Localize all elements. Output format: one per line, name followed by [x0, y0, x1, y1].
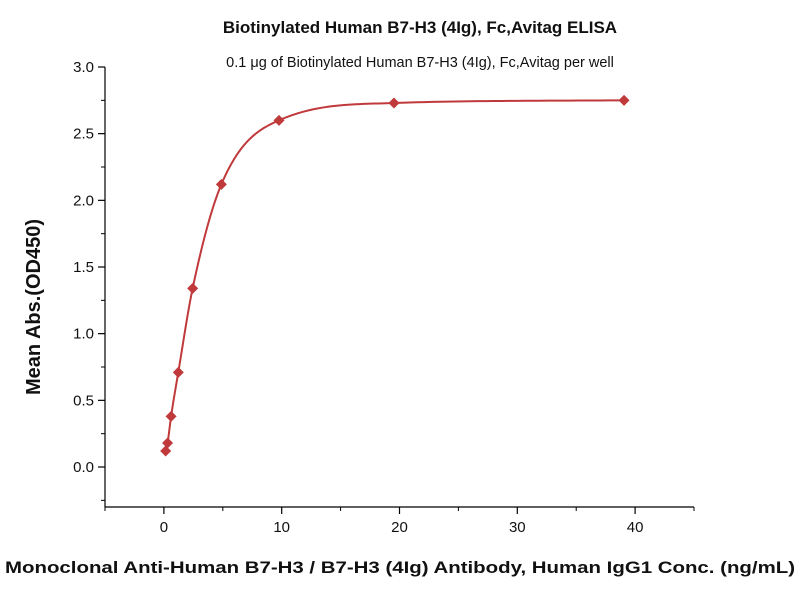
data-point	[160, 445, 172, 457]
y-tick-label: 2.5	[73, 126, 94, 143]
chart-title: Biotinylated Human B7-H3 (4Ig), Fc,Avita…	[223, 18, 617, 37]
data-point	[618, 94, 630, 106]
y-tick-label: 3.0	[73, 59, 94, 76]
x-tick-label: 0	[160, 519, 168, 536]
ticks: 0.0 0.5 1.0 1.5 2.0 2.5 3.0 0 10 20 30 40	[73, 59, 695, 536]
data-point	[187, 282, 199, 294]
x-tick-label: 10	[273, 519, 290, 536]
fit-curve-group	[164, 99, 625, 452]
fit-curve	[164, 99, 625, 452]
data-point	[273, 114, 285, 126]
y-axis-label: Mean Abs.(OD450)	[23, 219, 45, 395]
y-tick-label: 2.0	[73, 192, 94, 209]
data-point	[388, 97, 400, 109]
x-tick-label: 40	[627, 519, 644, 536]
data-point	[162, 437, 174, 449]
data-point	[172, 366, 184, 378]
data-points	[160, 94, 630, 457]
y-tick-label: 1.0	[73, 326, 94, 343]
x-tick-label: 20	[391, 519, 408, 536]
y-tick-label: 1.5	[73, 259, 94, 276]
chart-subtitle: 0.1 μg of Biotinylated Human B7-H3 (4Ig)…	[226, 55, 614, 71]
y-tick-label: 0.5	[73, 392, 94, 409]
x-axis-label: Monoclonal Anti-Human B7-H3 / B7-H3 (4Ig…	[5, 558, 795, 577]
x-tick-label: 30	[509, 519, 526, 536]
data-point	[165, 410, 177, 422]
y-tick-label: 0.0	[73, 459, 94, 476]
data-point	[215, 178, 227, 190]
